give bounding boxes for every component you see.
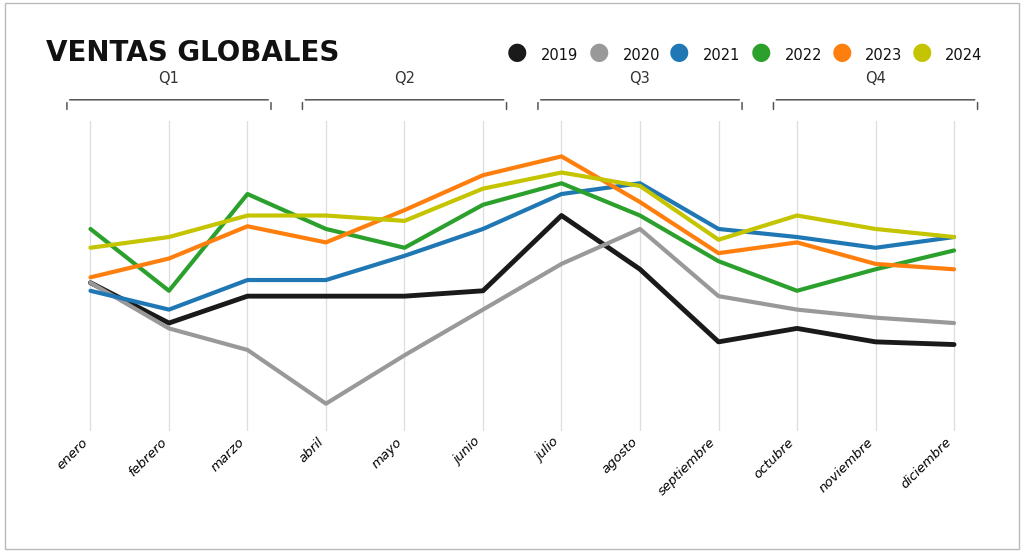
Text: ●: ● [507,40,527,65]
Text: ●: ● [589,40,609,65]
Text: 2024: 2024 [945,47,982,63]
Text: VENTAS GLOBALES: VENTAS GLOBALES [46,39,339,67]
Text: 2022: 2022 [784,47,822,63]
Text: Q1: Q1 [159,71,179,86]
Text: ●: ● [911,40,932,65]
Text: ●: ● [831,40,852,65]
Text: 2020: 2020 [623,47,660,63]
Text: ●: ● [669,40,689,65]
Text: Q3: Q3 [630,71,650,86]
Text: ●: ● [751,40,771,65]
Text: 2021: 2021 [702,47,739,63]
Text: 2023: 2023 [865,47,902,63]
Text: Q2: Q2 [394,71,415,86]
Text: Q4: Q4 [865,71,886,86]
Text: 2019: 2019 [541,47,578,63]
